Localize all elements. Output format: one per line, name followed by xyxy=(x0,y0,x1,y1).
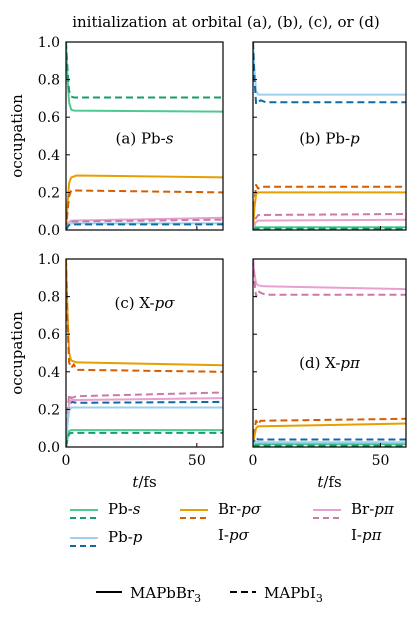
figure-title: initialization at orbital (a), (b), (c),… xyxy=(72,13,380,31)
y-tick-label: 0.8 xyxy=(38,73,60,89)
y-tick-label: 0.0 xyxy=(38,440,60,456)
panels: 0.0 0.2 0.4 0.6 0.8 1.0 (a) Pb-s occupation (b) … xyxy=(8,35,407,491)
y-axis-label: occupation xyxy=(8,311,26,395)
panel-label: (d) X-pπ xyxy=(299,354,361,372)
series-group xyxy=(66,259,223,447)
panel-c: 0.0 0.2 0.4 0.6 0.8 1.0 0 50 (c) X-pσ occupation t… xyxy=(8,252,224,491)
y-tick-label: 0.4 xyxy=(38,365,60,381)
y-tick-label: 0.0 xyxy=(38,223,60,239)
x-tick-label: 50 xyxy=(188,453,206,469)
series-line-Pbp-MAPbBr3 xyxy=(253,42,406,96)
legend-label-dashed: I-pπ xyxy=(351,526,383,544)
series-line-Brp-MAPbBr3 xyxy=(66,174,223,230)
legend-material-label: MAPbBr3 xyxy=(130,584,201,605)
series-group xyxy=(66,42,223,230)
legend: Pb-s Pb-p Br-pσ I-pσ Br-pπ I-pπ MAPbBr3 MAPbI3 xyxy=(70,500,395,605)
legend-entry-0: Pb-s xyxy=(70,500,141,519)
series-line-Pbp-MAPbBr3 xyxy=(66,406,223,447)
axes-frame xyxy=(252,258,407,448)
series-group xyxy=(253,259,406,447)
legend-material-1: MAPbI3 xyxy=(230,584,323,605)
series-line-Brp-MAPbBr3 xyxy=(253,191,406,230)
series-line-Pbs-MAPbI3 xyxy=(66,431,223,447)
series-line-Brp-MAPbBr3 xyxy=(253,259,406,291)
x-tick-label: 0 xyxy=(62,453,71,469)
legend-label-solid: Br-pπ xyxy=(351,500,395,518)
x-axis-label: t/fs xyxy=(132,473,156,491)
panel-a: 0.0 0.2 0.4 0.6 0.8 1.0 (a) Pb-s occupation xyxy=(8,35,224,239)
series-line-Pbp-MAPbI3 xyxy=(66,223,223,230)
y-tick-label: 0.6 xyxy=(38,327,60,343)
series-line-Brp-MAPbBr3 xyxy=(66,259,223,367)
series-line-Brp-MAPbBr3 xyxy=(66,397,223,447)
series-line-Ip-MAPbI3 xyxy=(66,189,223,230)
series-line-Ip-MAPbI3 xyxy=(253,417,406,447)
series-line-Ip-MAPbI3 xyxy=(66,259,223,373)
legend-label-solid: Br-pσ xyxy=(218,500,262,518)
axes-frame xyxy=(65,41,224,231)
y-tick-label: 0.2 xyxy=(38,402,60,418)
legend-material-0: MAPbBr3 xyxy=(96,584,201,605)
legend-entry-1: Pb-p xyxy=(70,528,143,547)
legend-label-dashed: I-pσ xyxy=(218,526,250,544)
series-line-Ip-MAPbI3 xyxy=(253,259,406,298)
axes-frame xyxy=(65,258,224,448)
legend-material-label: MAPbI3 xyxy=(264,584,323,605)
y-tick-label: 0.2 xyxy=(38,185,60,201)
x-tick-label: 0 xyxy=(249,453,258,469)
series-line-Pbs-MAPbBr3 xyxy=(66,42,223,113)
y-tick-label: 0.6 xyxy=(38,110,60,126)
x-tick-label: 50 xyxy=(372,453,390,469)
axes-frame xyxy=(252,41,407,231)
panel-b: (b) Pb-p xyxy=(252,41,407,231)
legend-label-solid: Pb-s xyxy=(108,500,141,518)
y-axis-label: occupation xyxy=(8,94,26,178)
series-line-Brp-MAPbBr3 xyxy=(253,422,406,447)
series-group xyxy=(253,42,406,230)
legend-entry-3: Br-pπ I-pπ xyxy=(313,500,395,544)
panel-label: (b) Pb-p xyxy=(299,130,360,148)
y-tick-label: 0.8 xyxy=(38,290,60,306)
series-line-Pbp-MAPbI3 xyxy=(66,400,223,447)
y-tick-label: 0.4 xyxy=(38,148,60,164)
legend-label-solid: Pb-p xyxy=(108,528,143,546)
panel-label: (c) X-pσ xyxy=(115,294,176,312)
panel-d: 0 50 (d) X-pπ t/fs xyxy=(249,258,407,491)
panel-label: (a) Pb-s xyxy=(116,130,174,148)
series-line-Brp-MAPbBr3 xyxy=(253,218,406,230)
x-axis-label: t/fs xyxy=(317,473,341,491)
y-tick-label: 1.0 xyxy=(38,252,60,268)
y-tick-label: 1.0 xyxy=(38,35,60,51)
legend-entry-2: Br-pσ I-pσ xyxy=(180,500,262,544)
series-line-Pbs-MAPbI3 xyxy=(66,42,223,99)
